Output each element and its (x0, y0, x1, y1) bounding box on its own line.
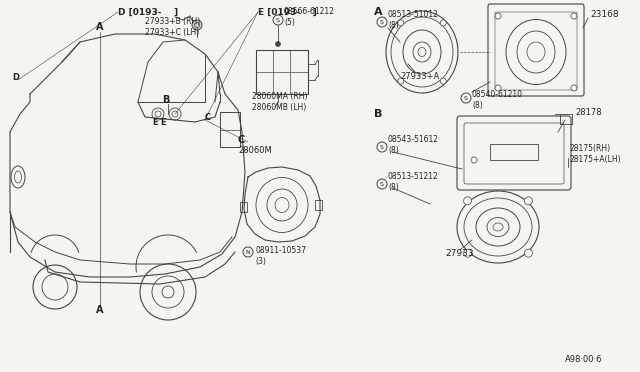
Text: S: S (276, 17, 280, 22)
Circle shape (377, 142, 387, 152)
Text: S: S (464, 96, 468, 100)
Text: E: E (152, 118, 157, 126)
Text: 08513-51212
(8): 08513-51212 (8) (388, 172, 439, 192)
Text: E [0193-    ]: E [0193- ] (258, 7, 317, 16)
Text: 28060MA (RH)
28060MB (LH): 28060MA (RH) 28060MB (LH) (252, 92, 307, 112)
Circle shape (440, 78, 446, 84)
Circle shape (495, 13, 501, 19)
Text: E: E (160, 118, 166, 126)
Text: S: S (380, 144, 384, 150)
Text: 28175(RH)
28175+A(LH): 28175(RH) 28175+A(LH) (570, 144, 621, 164)
Bar (315, 200, 322, 210)
Text: 08543-51612
(8): 08543-51612 (8) (388, 135, 439, 155)
Text: D [0193-    ]: D [0193- ] (118, 7, 178, 16)
Text: 08566-61212
(5): 08566-61212 (5) (284, 7, 335, 27)
Text: A98·00·6: A98·00·6 (565, 356, 602, 365)
Text: B: B (162, 95, 170, 105)
Circle shape (377, 179, 387, 189)
Text: 08513-51012
(8): 08513-51012 (8) (388, 10, 439, 30)
Circle shape (495, 85, 501, 91)
Bar (220, 112, 240, 147)
Circle shape (398, 20, 404, 26)
Text: A: A (374, 7, 383, 17)
Bar (240, 202, 247, 212)
Circle shape (440, 20, 446, 26)
Circle shape (192, 20, 202, 30)
Text: 27933: 27933 (445, 250, 474, 259)
Text: S: S (380, 19, 384, 25)
Circle shape (463, 197, 472, 205)
Text: C: C (205, 112, 211, 122)
Circle shape (243, 247, 253, 257)
Circle shape (571, 85, 577, 91)
Circle shape (524, 249, 532, 257)
Text: 28178: 28178 (575, 108, 602, 116)
Circle shape (463, 249, 472, 257)
Circle shape (471, 157, 477, 163)
Text: 28060M: 28060M (238, 145, 272, 154)
Text: A: A (96, 22, 104, 32)
Bar (490, 144, 538, 160)
Text: 27933+B (RH)
27933+C (LH): 27933+B (RH) 27933+C (LH) (145, 17, 200, 37)
Circle shape (571, 13, 577, 19)
Circle shape (461, 93, 471, 103)
Circle shape (398, 78, 404, 84)
Text: B: B (374, 109, 382, 119)
Text: N: N (246, 250, 250, 254)
Text: S: S (380, 182, 384, 186)
Circle shape (273, 15, 283, 25)
Text: C: C (238, 135, 245, 145)
Text: 08540-61210
(8): 08540-61210 (8) (472, 90, 523, 110)
Circle shape (524, 197, 532, 205)
Text: D: D (12, 73, 19, 81)
Bar (256, 50, 308, 94)
Text: 08911-10537
(3): 08911-10537 (3) (255, 246, 306, 266)
Text: A: A (96, 305, 104, 315)
Circle shape (377, 17, 387, 27)
Circle shape (275, 42, 280, 46)
Text: 27933+A: 27933+A (400, 71, 439, 80)
Text: 23168: 23168 (590, 10, 619, 19)
